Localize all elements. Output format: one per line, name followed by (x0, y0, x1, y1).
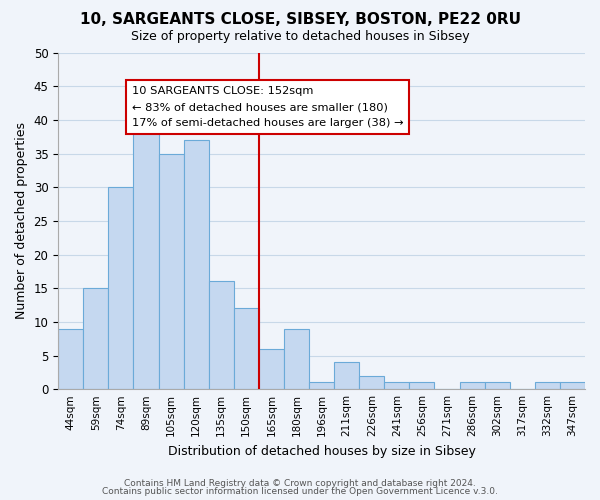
Bar (560, 382, 585, 389)
Bar (158, 154, 184, 389)
Bar (234, 308, 259, 389)
Bar (133, 134, 158, 389)
Bar (460, 382, 485, 389)
Text: Contains public sector information licensed under the Open Government Licence v.: Contains public sector information licen… (102, 487, 498, 496)
Bar (359, 376, 384, 389)
Bar (535, 382, 560, 389)
Text: 10, SARGEANTS CLOSE, SIBSEY, BOSTON, PE22 0RU: 10, SARGEANTS CLOSE, SIBSEY, BOSTON, PE2… (79, 12, 521, 28)
Bar (58, 328, 83, 389)
Text: Contains HM Land Registry data © Crown copyright and database right 2024.: Contains HM Land Registry data © Crown c… (124, 478, 476, 488)
Bar (109, 187, 133, 389)
Bar (409, 382, 434, 389)
Text: 10 SARGEANTS CLOSE: 152sqm
← 83% of detached houses are smaller (180)
17% of sem: 10 SARGEANTS CLOSE: 152sqm ← 83% of deta… (132, 86, 403, 128)
Bar (284, 328, 309, 389)
Bar (83, 288, 109, 389)
Text: Size of property relative to detached houses in Sibsey: Size of property relative to detached ho… (131, 30, 469, 43)
Bar (209, 282, 234, 389)
Bar (309, 382, 334, 389)
Bar (384, 382, 409, 389)
Bar (485, 382, 510, 389)
Bar (334, 362, 359, 389)
Bar (184, 140, 209, 389)
Y-axis label: Number of detached properties: Number of detached properties (15, 122, 28, 320)
Bar (259, 349, 284, 389)
X-axis label: Distribution of detached houses by size in Sibsey: Distribution of detached houses by size … (167, 444, 476, 458)
